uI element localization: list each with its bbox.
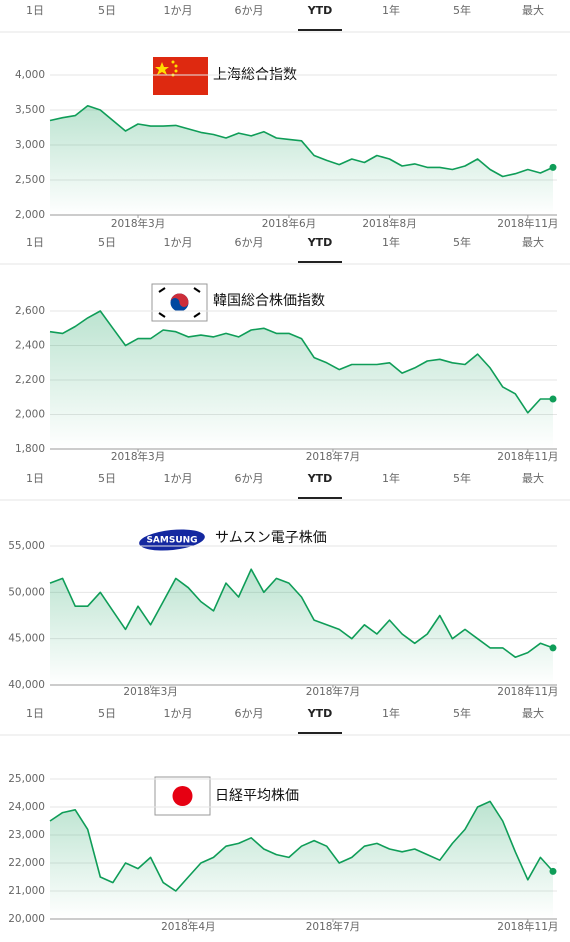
tab[interactable]: 5年	[453, 706, 471, 720]
x-tick-label: 2018年11月	[497, 685, 558, 698]
x-tick-label: 2018年4月	[161, 920, 215, 933]
tab[interactable]: 1か月	[164, 4, 193, 17]
tab[interactable]: 5年	[453, 235, 471, 249]
y-tick-label: 20,000	[8, 913, 45, 925]
tab[interactable]: 6か月	[235, 236, 264, 249]
tab[interactable]: 1年	[382, 235, 400, 249]
y-tick-label: 25,000	[8, 773, 45, 785]
china-flag	[153, 57, 208, 95]
chart-title: サムスン電子株価	[215, 530, 327, 546]
tab[interactable]: 6か月	[235, 472, 264, 485]
tab[interactable]: 1日	[26, 236, 44, 249]
x-tick-label: 2018年8月	[362, 217, 416, 230]
tab[interactable]: 5日	[98, 4, 116, 17]
tab-indicator	[298, 29, 342, 31]
tab[interactable]: 最大	[522, 706, 544, 720]
y-tick-label: 3,000	[15, 139, 45, 151]
x-tick-label: 2018年11月	[497, 217, 558, 230]
last-point	[549, 163, 557, 171]
area	[50, 801, 553, 919]
korea-flag	[151, 283, 208, 322]
tab[interactable]: 1年	[382, 471, 400, 485]
area	[50, 105, 553, 215]
tab[interactable]: YTD	[307, 472, 333, 485]
tab-indicator	[298, 732, 342, 734]
y-tick-label: 3,500	[15, 104, 45, 116]
x-tick-label: 2018年3月	[111, 450, 165, 463]
tab-indicator	[298, 497, 342, 499]
x-tick-label: 2018年11月	[497, 450, 558, 463]
line	[49, 310, 553, 414]
area	[50, 311, 553, 449]
y-tick-label: 1,800	[15, 443, 45, 455]
chart-title: 日経平均株価	[215, 788, 299, 804]
tab[interactable]: 1か月	[164, 236, 193, 249]
tab[interactable]: 1か月	[164, 472, 193, 485]
logo-text: SAMSUNG	[146, 536, 197, 546]
tab[interactable]: 1年	[382, 706, 400, 720]
area	[50, 569, 553, 685]
last-point	[549, 395, 557, 403]
samsung-logo: SAMSUNG	[139, 529, 205, 551]
tab[interactable]: 6か月	[235, 707, 264, 720]
x-tick-label: 2018年7月	[306, 920, 360, 933]
y-tick-label: 2,000	[15, 209, 45, 221]
tab[interactable]: 1年	[382, 3, 400, 17]
chart-title: 韓国総合株価指数	[213, 293, 325, 309]
y-tick-label: 55,000	[8, 540, 45, 552]
x-tick-label: 2018年11月	[497, 920, 558, 933]
tab[interactable]: 1日	[26, 472, 44, 485]
tab[interactable]: 5年	[453, 3, 471, 17]
x-tick-label: 2018年7月	[306, 450, 360, 463]
tab[interactable]: 1日	[26, 707, 44, 720]
y-tick-label: 2,600	[15, 305, 45, 317]
tab[interactable]: YTD	[307, 707, 333, 720]
y-tick-label: 22,000	[8, 857, 45, 869]
last-point	[549, 644, 557, 652]
tab[interactable]: YTD	[307, 236, 333, 249]
y-tick-label: 24,000	[8, 801, 45, 813]
tab[interactable]: 5日	[98, 707, 116, 720]
x-tick-label: 2018年3月	[123, 685, 177, 698]
line	[49, 105, 554, 178]
tab[interactable]: 最大	[522, 235, 544, 249]
line	[49, 800, 554, 892]
tab[interactable]: 6か月	[235, 4, 264, 17]
line	[49, 568, 554, 658]
y-tick-label: 45,000	[8, 633, 45, 645]
y-tick-label: 40,000	[8, 679, 45, 691]
x-tick-label: 2018年6月	[262, 217, 316, 230]
y-tick-label: 21,000	[8, 885, 45, 897]
tab-indicator	[298, 261, 342, 263]
tab[interactable]: YTD	[307, 4, 333, 17]
tab[interactable]: 最大	[522, 471, 544, 485]
tab[interactable]: 1日	[26, 4, 44, 17]
y-tick-label: 4,000	[15, 69, 45, 81]
x-tick-label: 2018年3月	[111, 217, 165, 230]
tab[interactable]: 5年	[453, 471, 471, 485]
tab[interactable]: 1か月	[164, 707, 193, 720]
y-tick-label: 2,500	[15, 174, 45, 186]
y-tick-label: 2,400	[15, 340, 45, 352]
y-tick-label: 2,000	[15, 409, 45, 421]
tab[interactable]: 5日	[98, 236, 116, 249]
tab[interactable]: 最大	[522, 3, 544, 17]
y-tick-label: 50,000	[8, 586, 45, 598]
y-tick-label: 2,200	[15, 374, 45, 386]
x-tick-label: 2018年7月	[306, 685, 360, 698]
y-tick-label: 23,000	[8, 829, 45, 841]
tab[interactable]: 5日	[98, 472, 116, 485]
japan-flag	[154, 776, 211, 816]
last-point	[549, 867, 557, 875]
